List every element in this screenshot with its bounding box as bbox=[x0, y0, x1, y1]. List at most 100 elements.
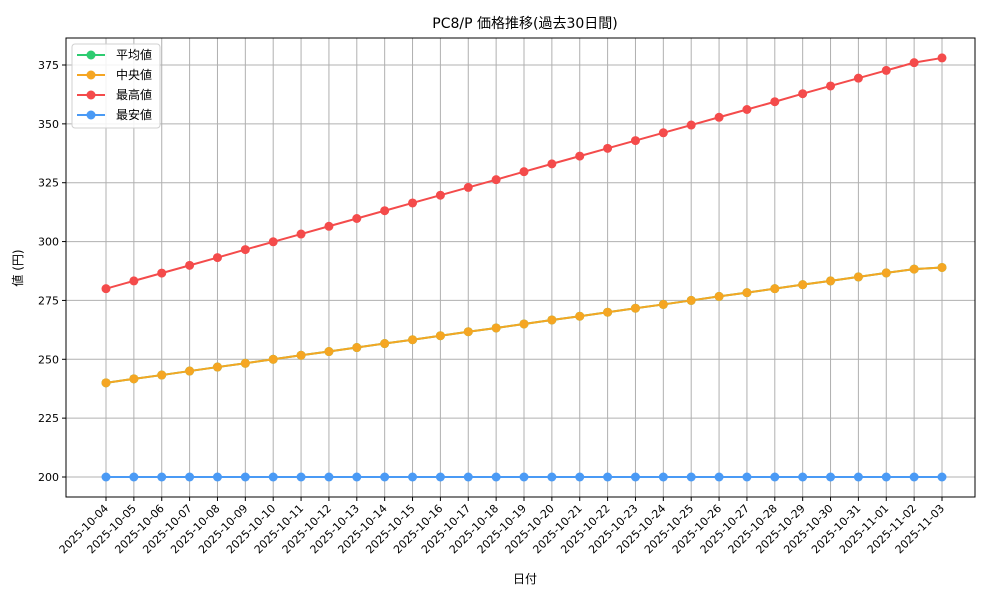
legend-item: 最安値 bbox=[77, 107, 152, 122]
data-point bbox=[240, 358, 250, 368]
data-point bbox=[324, 347, 334, 357]
data-point bbox=[463, 327, 473, 337]
data-point bbox=[881, 268, 891, 278]
data-point bbox=[129, 276, 139, 286]
data-point bbox=[881, 472, 891, 482]
data-point bbox=[853, 272, 863, 282]
data-point bbox=[352, 472, 362, 482]
data-point bbox=[742, 472, 752, 482]
legend-label: 平均値 bbox=[116, 47, 152, 62]
data-point bbox=[658, 128, 668, 138]
y-axis: 200 225 250 275 300 325 350 375 bbox=[38, 59, 66, 484]
legend-marker-icon bbox=[86, 90, 96, 100]
data-point bbox=[268, 354, 278, 364]
data-point bbox=[909, 264, 919, 274]
y-tick-label: 325 bbox=[38, 177, 59, 190]
y-tick-label: 200 bbox=[38, 471, 59, 484]
data-point bbox=[798, 472, 808, 482]
legend-marker-icon bbox=[86, 110, 96, 120]
data-point bbox=[185, 260, 195, 270]
data-point bbox=[798, 89, 808, 99]
data-point bbox=[463, 182, 473, 192]
legend-marker-icon bbox=[86, 50, 96, 60]
data-point bbox=[129, 472, 139, 482]
data-point bbox=[603, 307, 613, 317]
data-point bbox=[658, 472, 668, 482]
data-point bbox=[575, 472, 585, 482]
data-point bbox=[686, 295, 696, 305]
grid-lines bbox=[66, 38, 975, 497]
data-point bbox=[853, 73, 863, 83]
data-point bbox=[686, 120, 696, 130]
series-layer bbox=[101, 53, 947, 482]
series-2 bbox=[101, 53, 947, 294]
plot-frame bbox=[65, 37, 976, 498]
legend-item: 平均値 bbox=[77, 47, 152, 62]
data-point bbox=[324, 221, 334, 231]
data-point bbox=[742, 288, 752, 298]
data-point bbox=[909, 58, 919, 68]
chart-title: PC8/P 価格推移(過去30日間) bbox=[432, 16, 617, 32]
series-3 bbox=[101, 472, 947, 482]
data-point bbox=[212, 253, 222, 263]
data-point bbox=[770, 472, 780, 482]
data-point bbox=[296, 229, 306, 239]
data-point bbox=[408, 198, 418, 208]
data-point bbox=[519, 319, 529, 329]
data-point bbox=[770, 97, 780, 107]
series-1 bbox=[101, 262, 947, 388]
data-point bbox=[742, 104, 752, 114]
data-point bbox=[603, 472, 613, 482]
data-point bbox=[714, 112, 724, 122]
data-point bbox=[380, 206, 390, 216]
data-point bbox=[435, 190, 445, 200]
data-point bbox=[101, 284, 111, 294]
data-point bbox=[129, 374, 139, 384]
data-point bbox=[324, 472, 334, 482]
data-point bbox=[714, 472, 724, 482]
data-point bbox=[101, 378, 111, 388]
y-tick-label: 250 bbox=[38, 353, 59, 366]
data-point bbox=[101, 472, 111, 482]
y-tick-label: 350 bbox=[38, 118, 59, 131]
data-point bbox=[463, 472, 473, 482]
data-point bbox=[575, 151, 585, 161]
data-point bbox=[826, 81, 836, 91]
data-point bbox=[268, 472, 278, 482]
data-point bbox=[380, 339, 390, 349]
data-point bbox=[491, 175, 501, 185]
data-point bbox=[630, 303, 640, 313]
data-point bbox=[630, 136, 640, 146]
data-point bbox=[435, 472, 445, 482]
data-point bbox=[240, 472, 250, 482]
data-point bbox=[826, 472, 836, 482]
data-point bbox=[937, 53, 947, 63]
data-point bbox=[881, 65, 891, 75]
data-point bbox=[519, 472, 529, 482]
data-point bbox=[575, 311, 585, 321]
legend-label: 最高値 bbox=[116, 87, 152, 102]
legend-label: 中央値 bbox=[116, 67, 152, 82]
data-point bbox=[686, 472, 696, 482]
data-point bbox=[435, 331, 445, 341]
y-axis-label: 値 (円) bbox=[10, 249, 25, 286]
x-axis-label: 日付 bbox=[513, 572, 537, 586]
legend-box bbox=[71, 43, 161, 129]
y-tick-label: 225 bbox=[38, 412, 59, 425]
legend-item: 最高値 bbox=[77, 87, 152, 102]
data-point bbox=[547, 315, 557, 325]
data-point bbox=[408, 335, 418, 345]
data-point bbox=[937, 472, 947, 482]
data-point bbox=[491, 472, 501, 482]
data-point bbox=[547, 159, 557, 169]
legend-item: 中央値 bbox=[77, 67, 152, 82]
data-point bbox=[296, 472, 306, 482]
data-point bbox=[157, 268, 167, 278]
legend-label: 最安値 bbox=[116, 107, 152, 122]
data-point bbox=[352, 213, 362, 223]
x-axis: 2025-10-042025-10-052025-10-062025-10-07… bbox=[57, 497, 947, 556]
data-point bbox=[937, 262, 947, 272]
data-point bbox=[212, 472, 222, 482]
